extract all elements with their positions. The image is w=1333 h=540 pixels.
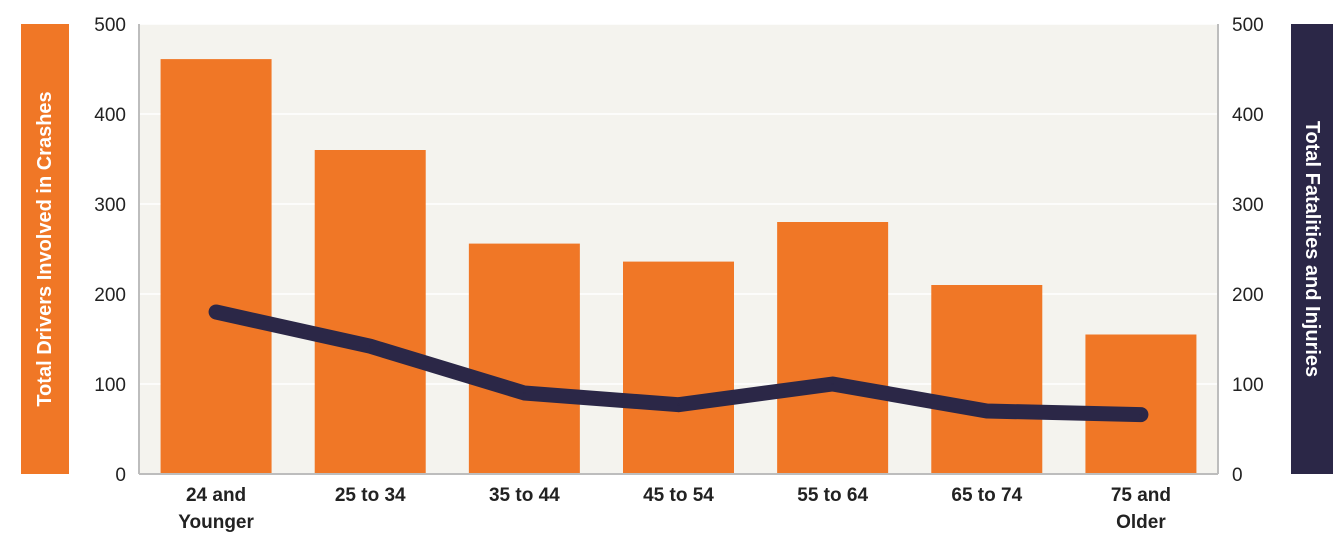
line-series bbox=[208, 304, 1149, 423]
y-tick-label: 100 bbox=[94, 375, 126, 396]
line-point bbox=[369, 345, 372, 348]
x-tick-label: 24 and Younger bbox=[178, 485, 254, 533]
bar bbox=[1085, 334, 1197, 474]
axes bbox=[138, 24, 1219, 475]
bar bbox=[314, 150, 426, 474]
right-axis-label-box bbox=[1291, 24, 1333, 474]
x-tick-label: 25 to 34 bbox=[335, 485, 406, 506]
y2-tick-label: 200 bbox=[1232, 285, 1264, 306]
y-tick-label: 300 bbox=[94, 195, 126, 216]
left-axis-label-box bbox=[21, 24, 69, 474]
bar bbox=[468, 243, 580, 474]
x-tick-label: 55 to 64 bbox=[797, 485, 868, 506]
y-tick-label: 0 bbox=[115, 465, 126, 486]
line-point bbox=[985, 410, 988, 412]
left-axis-label: Total Drivers Involved in Crashes bbox=[34, 91, 56, 406]
bar bbox=[160, 59, 272, 474]
x-tick-labels: 24 and Younger 25 to 34 35 to 44 45 to 54 55 … bbox=[178, 485, 1171, 533]
x-tick-label: 65 to 74 bbox=[951, 485, 1022, 506]
x-tick-label: 45 to 54 bbox=[643, 485, 714, 506]
y2-tick-label: 300 bbox=[1232, 195, 1264, 216]
y2-tick-label: 500 bbox=[1232, 15, 1264, 36]
left-tick-labels: 0 100 200 300 400 500 bbox=[94, 15, 126, 486]
line-point bbox=[523, 392, 526, 394]
line-point bbox=[215, 311, 218, 313]
right-tick-labels: 0 100 200 300 400 500 bbox=[1232, 15, 1264, 486]
line-point bbox=[1139, 413, 1142, 416]
bar bbox=[623, 261, 734, 474]
x-tick-label: 35 to 44 bbox=[489, 485, 560, 506]
y2-tick-label: 0 bbox=[1232, 465, 1243, 486]
x-tick-label: 75 and Older bbox=[1111, 485, 1171, 533]
y-tick-label: 500 bbox=[94, 15, 126, 36]
bar bbox=[777, 222, 889, 474]
y-tick-label: 400 bbox=[94, 105, 126, 126]
y-tick-label: 200 bbox=[94, 285, 126, 306]
bar bbox=[931, 285, 1043, 474]
y2-tick-label: 100 bbox=[1232, 375, 1264, 396]
line-point bbox=[831, 383, 834, 385]
right-axis-label: Total Fatalities and Injuries bbox=[1301, 121, 1323, 377]
bar-series bbox=[160, 59, 1197, 474]
line-point bbox=[677, 403, 680, 406]
y2-tick-label: 400 bbox=[1232, 105, 1264, 126]
